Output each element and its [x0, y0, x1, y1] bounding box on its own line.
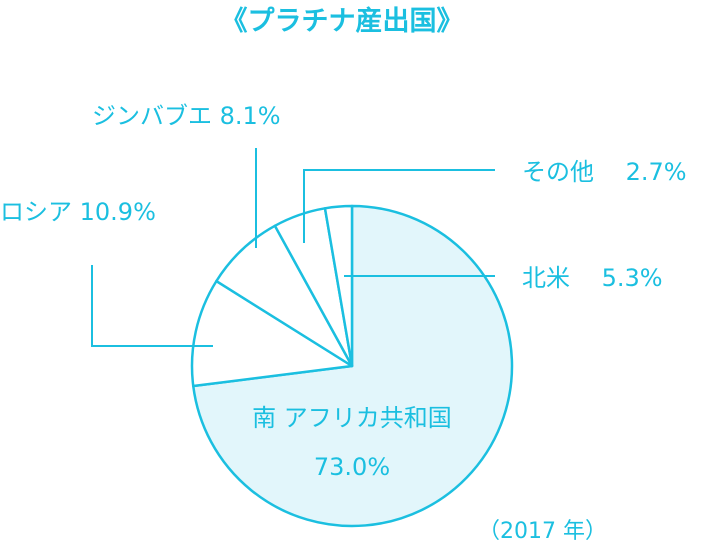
pie-slice-5 — [323, 204, 354, 368]
leader-lines — [91, 148, 495, 347]
leader-line-russia — [91, 265, 213, 347]
label-zimbabwe: ジンバブエ 8.1% — [92, 102, 281, 130]
label-south-africa-value: 73.0% — [314, 453, 390, 481]
label-other: その他 2.7% — [522, 158, 687, 186]
chart-title: 《プラチナ産出国》 — [221, 5, 464, 37]
slices-group — [190, 204, 514, 528]
label-north-america: 北米 5.3% — [522, 264, 663, 292]
year-note: （2017 年） — [478, 519, 607, 544]
label-russia: ロシア 10.9% — [0, 198, 156, 226]
pie-slice-2 — [190, 279, 354, 388]
leader-line-other — [303, 169, 495, 243]
label-south-africa: 南 アフリカ共和国 — [252, 404, 452, 432]
